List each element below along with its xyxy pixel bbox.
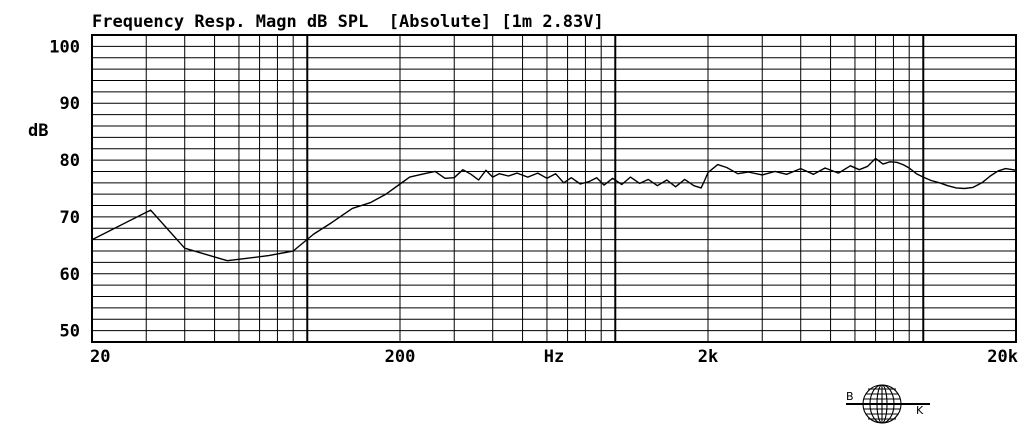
y-tick-label: 90 [60,94,80,114]
x-tick-labels: 20 200 2k 20k [90,347,1018,367]
logo-letter-b: B [846,390,854,403]
plot-frame [91,34,1017,343]
y-tick-label: 70 [60,208,80,228]
grid [92,34,1016,343]
series-line-spl [91,157,1017,262]
x-tick-label: 200 [385,347,416,367]
y-tick-label: 80 [60,151,80,171]
y-tick-label: 60 [60,265,80,285]
bk-logo: B K [846,384,930,424]
y-axis-label: dB [28,121,48,141]
chart-title: Frequency Resp. Magn dB SPL [Absolute] [… [92,12,604,32]
logo-letter-k: K [916,404,924,417]
x-tick-label: 2k [698,347,718,367]
y-tick-label: 100 [49,37,80,57]
y-tick-label: 50 [60,322,80,342]
x-axis-label: Hz [544,347,564,367]
globe-icon [846,384,930,424]
y-tick-labels: 100 90 80 70 60 50 [49,37,80,341]
x-tick-label: 20k [987,347,1018,367]
x-tick-label: 20 [90,347,110,367]
